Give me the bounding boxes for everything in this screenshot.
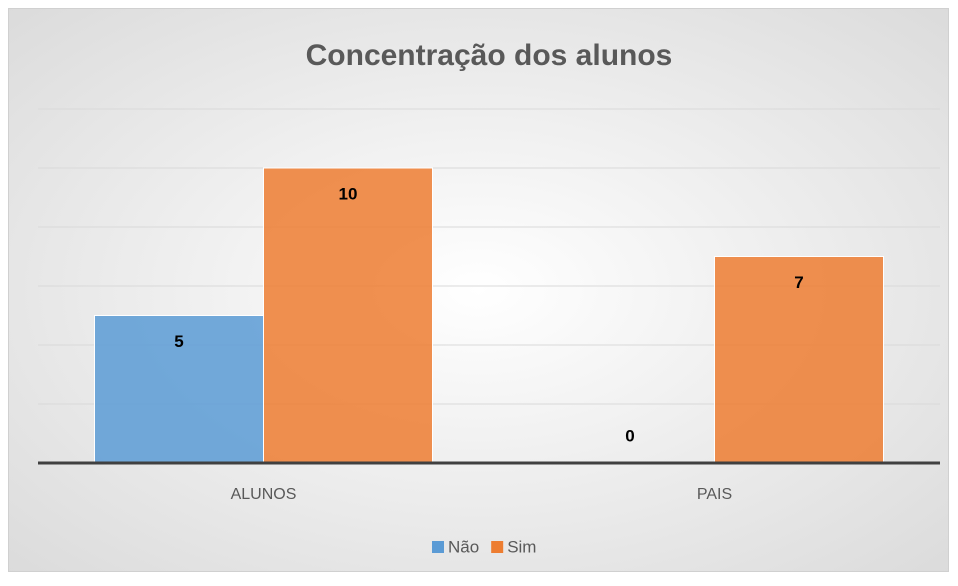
data-label: 0	[625, 426, 634, 445]
legend-swatch	[491, 541, 504, 553]
bar	[263, 167, 433, 464]
x-tick-label: ALUNOS	[231, 486, 297, 503]
legend-label: Não	[448, 537, 479, 556]
bar	[714, 256, 884, 464]
data-label: 5	[174, 332, 183, 351]
data-label: 10	[339, 184, 358, 203]
x-tick-label: PAIS	[697, 486, 732, 503]
legend-swatch	[432, 541, 444, 553]
legend-label: Sim	[507, 537, 536, 556]
data-label: 7	[794, 273, 803, 292]
bar	[94, 315, 264, 464]
chart-title: Concentração dos alunos	[306, 39, 673, 72]
